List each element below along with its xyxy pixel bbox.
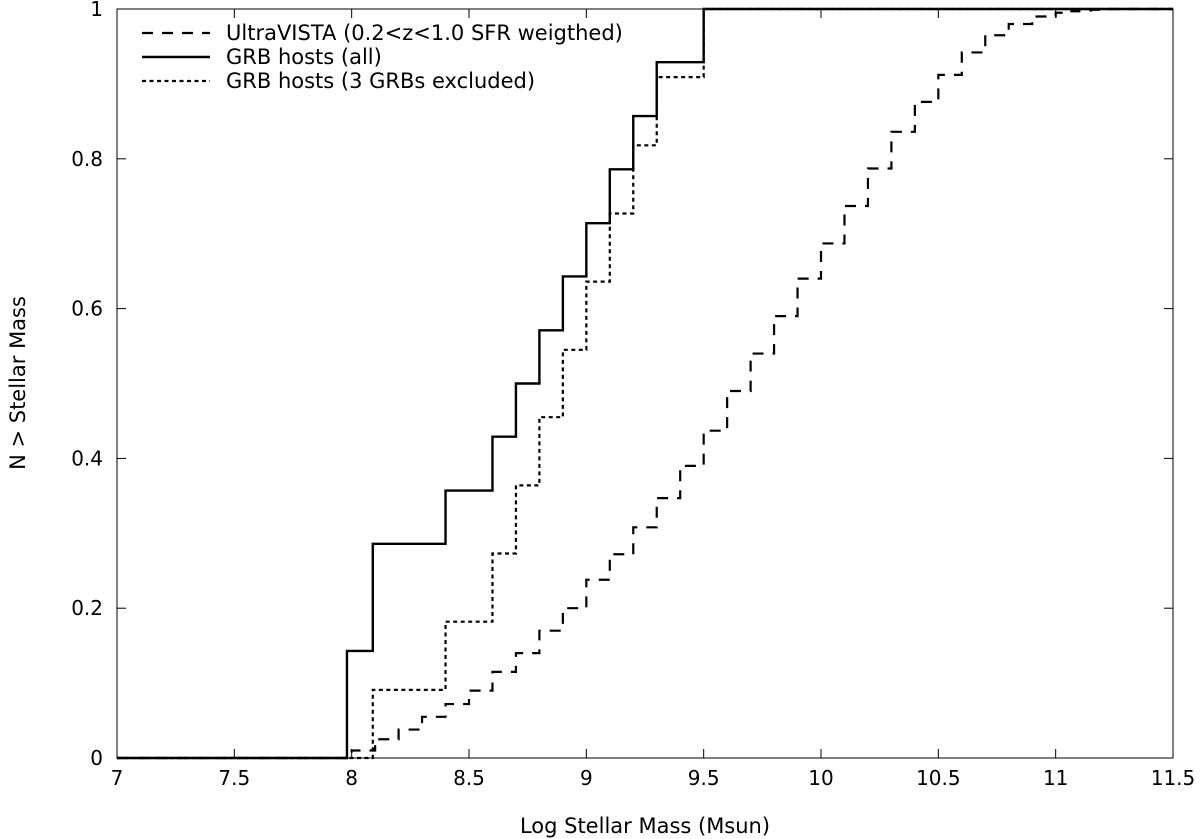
y-axis-title: N > Stellar Mass — [6, 296, 30, 470]
x-tick-label: 8 — [345, 766, 358, 790]
legend-label-3: GRB hosts (3 GRBs excluded) — [226, 69, 535, 93]
legend-label-1: UltraVISTA (0.2<z<1.0 SFR weigthed) — [226, 21, 623, 45]
x-tick-label: 7.5 — [218, 766, 250, 790]
x-tick-label: 9.5 — [688, 766, 720, 790]
y-tick-label: 0.8 — [71, 147, 103, 171]
x-tick-label: 10.5 — [916, 766, 961, 790]
y-tick-label: 1 — [90, 0, 103, 21]
series-line-1 — [117, 7, 1173, 760]
series-layer — [117, 7, 1173, 760]
x-tick-label: 10 — [808, 766, 833, 790]
legend-label-2: GRB hosts (all) — [226, 45, 382, 69]
y-tick-label: 0.4 — [71, 446, 103, 470]
legend: UltraVISTA (0.2<z<1.0 SFR weigthed)GRB h… — [142, 21, 623, 93]
x-tick-label: 8.5 — [453, 766, 485, 790]
x-tick-label: 11.5 — [1151, 766, 1196, 790]
x-tick-label: 7 — [111, 766, 124, 790]
series-line-3 — [117, 7, 1173, 760]
series-line-2 — [117, 7, 1173, 760]
y-tick-label: 0.2 — [71, 596, 103, 620]
x-axis-title: Log Stellar Mass (Msun) — [520, 814, 770, 838]
x-tick-label: 9 — [580, 766, 593, 790]
x-tick-label: 11 — [1043, 766, 1068, 790]
plot-frame — [116, 8, 1174, 759]
y-tick-label: 0.6 — [71, 297, 103, 321]
y-tick-label: 0 — [90, 746, 103, 770]
